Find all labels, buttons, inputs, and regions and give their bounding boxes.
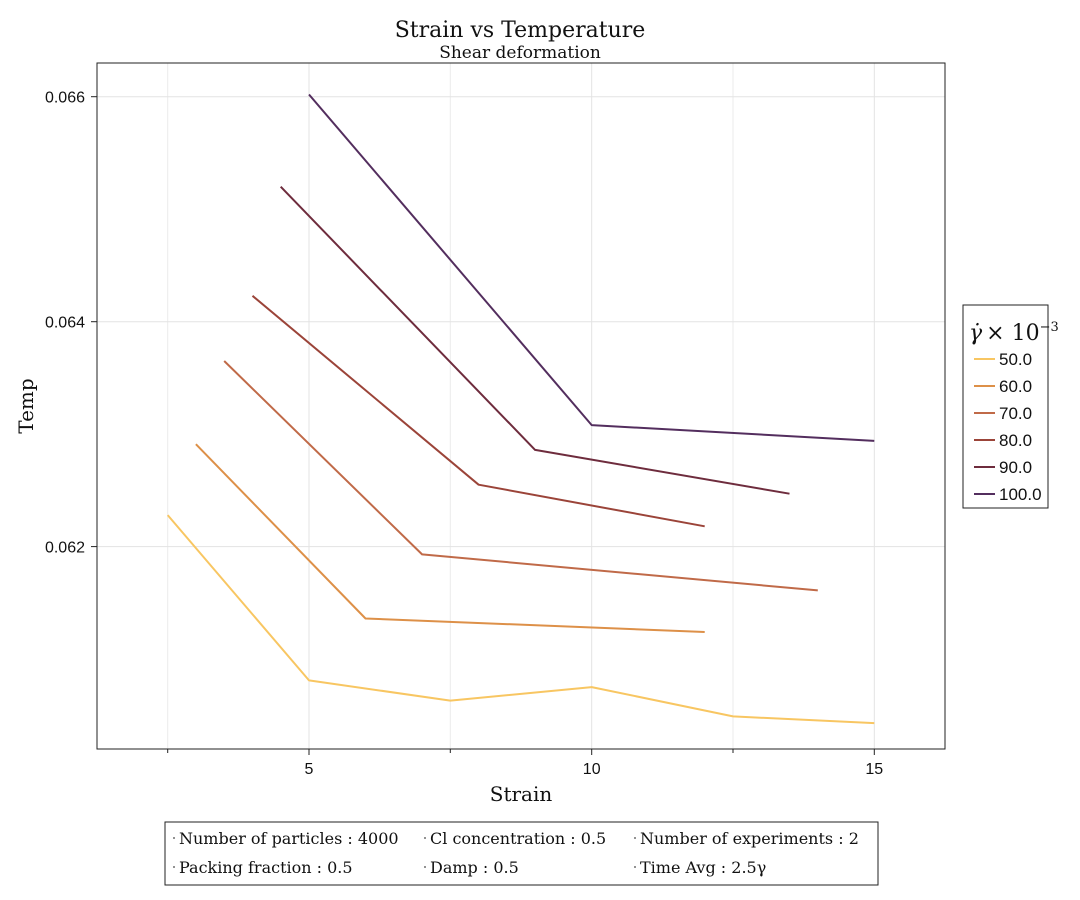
info-item: Damp : 0.5	[424, 858, 519, 877]
info-separator: :	[833, 829, 849, 848]
info-text: Number of particles : 4000	[179, 829, 399, 848]
y-tick-label: 0.062	[45, 540, 85, 557]
info-bullet	[173, 866, 175, 868]
info-item: Cl concentration : 0.5	[424, 829, 606, 848]
legend-title-symbol: γ̇	[969, 321, 983, 346]
info-text: Time Avg : 2.5γ	[640, 858, 766, 877]
x-axis: 5 10 15	[167, 749, 883, 778]
info-separator: :	[312, 858, 328, 877]
series-line-60.0	[195, 443, 705, 633]
info-bullet	[634, 866, 636, 868]
info-item: Time Avg : 2.5γ	[634, 858, 766, 877]
info-box-frame	[164, 821, 879, 886]
info-bullet	[424, 837, 426, 839]
info-box: Number of particles : 4000 Cl concentrati…	[164, 821, 879, 886]
y-axis-label: Temp	[14, 378, 38, 433]
y-tick-label: 0.066	[45, 90, 85, 107]
info-separator: :	[716, 858, 732, 877]
legend-label: 80.0	[999, 431, 1032, 450]
info-separator: :	[478, 858, 494, 877]
info-bullet	[424, 866, 426, 868]
legend-label: 70.0	[999, 404, 1032, 423]
legend-label: 90.0	[999, 458, 1032, 477]
series-line-50.0	[166, 514, 875, 725]
series-layer	[166, 93, 875, 725]
info-item: Packing fraction : 0.5	[173, 858, 353, 877]
info-value: 2.5γ	[731, 858, 766, 877]
info-text: Cl concentration : 0.5	[430, 829, 606, 848]
y-tick-label: 0.064	[45, 315, 85, 332]
series-line-80.0	[251, 295, 705, 528]
info-text: Damp : 0.5	[430, 858, 519, 877]
legend-label: 50.0	[999, 350, 1032, 369]
legend-label: 100.0	[999, 485, 1042, 504]
series-line-70.0	[223, 360, 818, 592]
y-axis: 0.062 0.064 0.066	[45, 90, 97, 557]
series-line-100.0	[308, 93, 875, 442]
info-label: Packing fraction	[179, 858, 312, 877]
x-tick-label: 15	[865, 761, 883, 778]
info-separator: :	[565, 829, 581, 848]
legend-items: 50.0 60.0 70.0 80.0 90.0 100.0	[974, 350, 1042, 504]
info-label: Damp	[430, 858, 478, 877]
info-value: 4000	[358, 829, 399, 848]
info-label: Number of particles	[179, 829, 342, 848]
info-value: 2	[849, 829, 859, 848]
legend-label: 60.0	[999, 377, 1032, 396]
info-separator: :	[342, 829, 358, 848]
info-item: Number of particles : 4000	[173, 829, 399, 848]
info-value: 0.5	[493, 858, 518, 877]
info-label: Number of experiments	[640, 829, 833, 848]
legend-title-exponent: −3	[1040, 320, 1059, 335]
plot-frame	[96, 62, 946, 750]
grid-lines	[97, 63, 945, 749]
info-bullet	[634, 837, 636, 839]
info-bullet	[173, 837, 175, 839]
legend-title-rest: × 10	[986, 321, 1039, 346]
chart-subtitle: Shear deformation	[439, 43, 601, 63]
info-label: Cl concentration	[430, 829, 565, 848]
info-label: Time Avg	[640, 858, 716, 877]
x-tick-label: 5	[305, 761, 314, 778]
legend-title: γ̇ × 10−3	[969, 320, 1059, 346]
legend-box	[962, 304, 1049, 509]
info-item: Number of experiments : 2	[634, 829, 859, 848]
info-text: Packing fraction : 0.5	[179, 858, 353, 877]
series-line-90.0	[279, 186, 790, 495]
chart-title: Strain vs Temperature	[395, 18, 646, 43]
info-value: 0.5	[581, 829, 606, 848]
x-tick-label: 10	[583, 761, 601, 778]
x-axis-label: Strain	[490, 782, 553, 806]
info-value: 0.5	[327, 858, 352, 877]
legend: γ̇ × 10−3 50.0 60.0 70.0 80.0 90.0 100.0	[962, 304, 1059, 509]
info-text: Number of experiments : 2	[640, 829, 859, 848]
